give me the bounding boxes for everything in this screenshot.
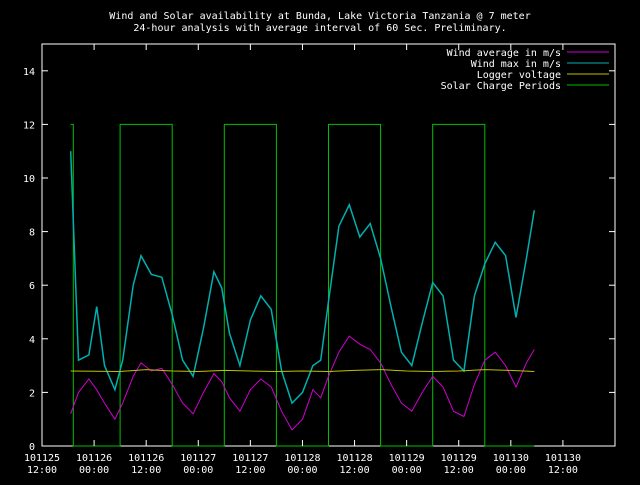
x-tick-label-time: 12:00 [235,465,265,476]
x-tick-label-time: 00:00 [496,465,526,476]
x-tick-label-time: 00:00 [392,465,422,476]
x-tick-label-time: 00:00 [183,465,213,476]
y-tick-label: 0 [29,442,35,453]
x-tick-label-date: 101130 [545,453,581,464]
y-tick-label: 10 [23,174,35,185]
series-line-3 [70,123,535,447]
legend-label: Logger voltage [477,70,561,81]
legend-label: Wind average in m/s [447,48,561,59]
legend-label: Solar Charge Periods [441,81,561,92]
x-tick-label-date: 101127 [180,453,216,464]
series-line-2 [70,369,535,373]
x-tick-label-date: 101125 [24,453,60,464]
chart-subtitle: 24-hour analysis with average interval o… [133,23,506,34]
x-tick-label-date: 101126 [76,453,112,464]
x-tick-label-time: 12:00 [339,465,369,476]
y-tick-label: 8 [29,228,35,239]
x-tick-label-time: 12:00 [444,465,474,476]
legend-label: Wind max in m/s [471,59,561,70]
y-tick-label: 12 [23,120,35,131]
x-tick-label-time: 12:00 [27,465,57,476]
y-tick-label: 2 [29,388,35,399]
x-tick-label-time: 00:00 [79,465,109,476]
axis-layer: 0246810121410112512:0010112600:001011261… [23,44,615,476]
x-tick-label-time: 12:00 [131,465,161,476]
series-line-0 [70,335,535,431]
x-tick-label-date: 101129 [389,453,425,464]
y-tick-label: 6 [29,281,35,292]
x-tick-label-time: 12:00 [548,465,578,476]
y-tick-label: 4 [29,335,35,346]
series-line-1 [69,151,536,405]
x-tick-label-date: 101128 [336,453,372,464]
x-tick-label-time: 00:00 [287,465,317,476]
x-tick-label-date: 101127 [232,453,268,464]
y-tick-label: 14 [23,67,35,78]
x-tick-label-date: 101129 [441,453,477,464]
x-tick-label-date: 101126 [128,453,164,464]
chart-title: Wind and Solar availability at Bunda, La… [109,11,530,22]
x-tick-label-date: 101130 [493,453,529,464]
x-tick-label-date: 101128 [284,453,320,464]
series-layer [69,123,536,447]
